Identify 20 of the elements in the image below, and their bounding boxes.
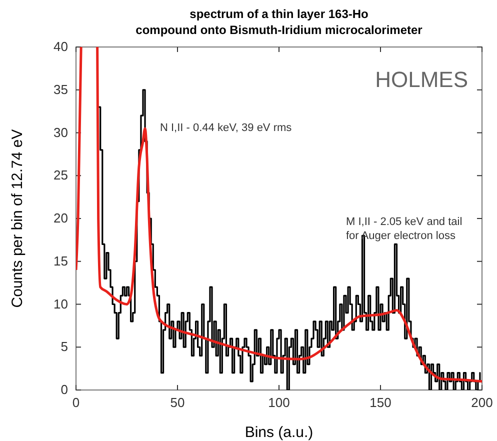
chart-title: spectrum of a thin layer 163-Ho compound onto Bismuth-Iridium microcalorimeter xyxy=(136,7,423,37)
x-tick-label: 0 xyxy=(72,395,80,410)
annotation: N I,II - 0.44 keV, 39 eV rms xyxy=(160,122,292,134)
y-tick-label: 25 xyxy=(54,168,68,183)
x-axis-title: Bins (a.u.) xyxy=(244,424,314,441)
y-tick-label: 5 xyxy=(60,339,68,354)
y-tick-label: 20 xyxy=(54,210,68,226)
annotation: HOLMES xyxy=(375,67,468,92)
annotation: M I,II - 2.05 keV and tail for Auger electron loss xyxy=(346,216,462,242)
x-tick-label: 100 xyxy=(268,395,290,410)
y-tick-label: 40 xyxy=(54,39,68,54)
y-tick-label: 0 xyxy=(60,382,68,397)
y-tick-label: 10 xyxy=(54,296,68,312)
y-tick-label: 30 xyxy=(54,124,68,140)
x-tick-label: 200 xyxy=(471,395,493,410)
y-tick-label: 15 xyxy=(54,253,68,268)
y-tick-label: 35 xyxy=(54,82,68,97)
x-tick-label: 150 xyxy=(370,395,392,410)
x-tick-label: 50 xyxy=(170,395,185,410)
y-axis-title: Counts per bin of 12.74 eV xyxy=(9,129,26,308)
